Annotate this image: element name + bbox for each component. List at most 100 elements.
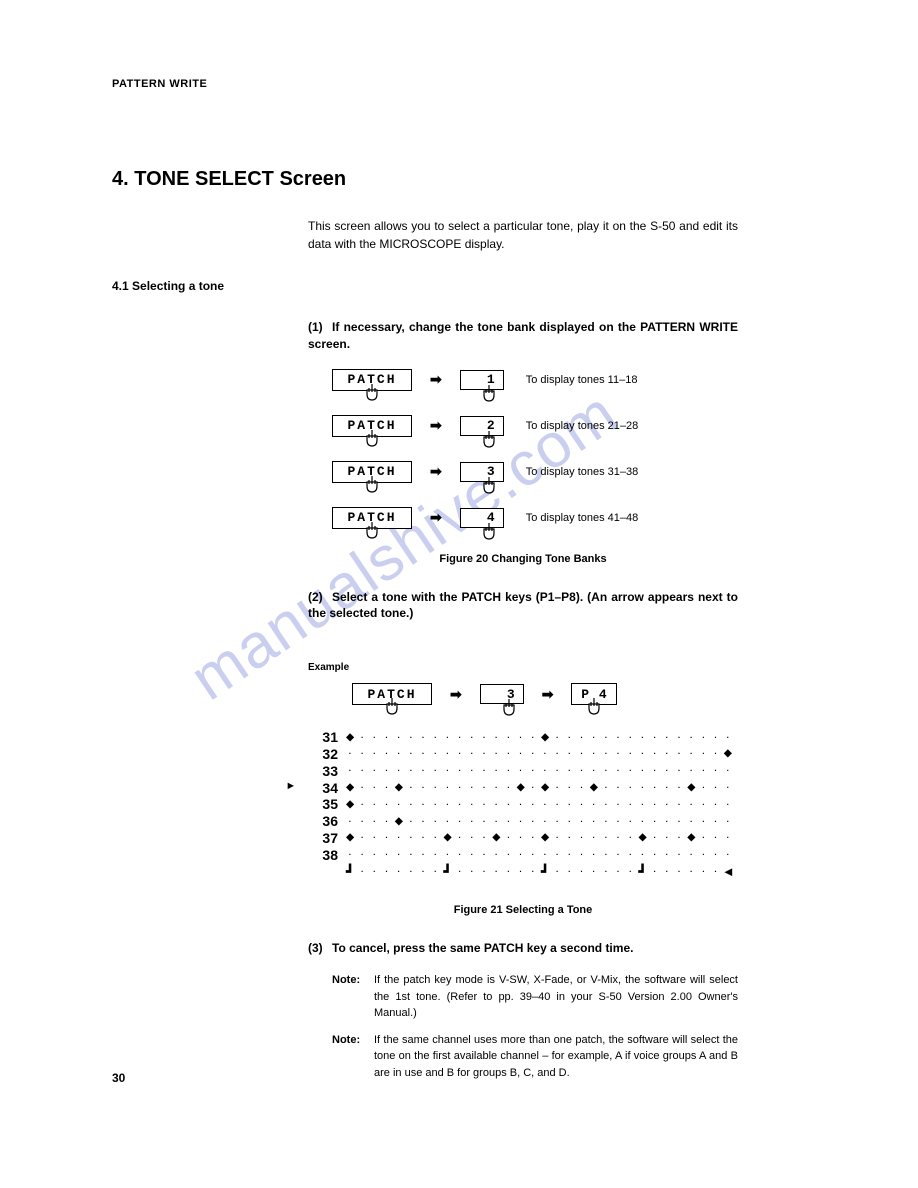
number-key: 2 (460, 416, 504, 436)
note-dot: · (490, 730, 502, 746)
note-dot: · (344, 763, 356, 779)
note-diamond: ◆ (685, 830, 697, 846)
note-dot: · (429, 780, 441, 796)
note-dot: · (710, 797, 722, 813)
note-dot: · (612, 814, 624, 830)
note-dot: · (368, 864, 380, 880)
note-dot: · (405, 847, 417, 863)
intro-paragraph: This screen allows you to select a parti… (308, 217, 738, 253)
note-dot: · (527, 730, 539, 746)
note-dot: · (673, 814, 685, 830)
figure-20-block: PATCH➡1To display tones 11–18PATCH➡2To d… (308, 369, 738, 529)
p4-key: P 4 (571, 683, 617, 705)
note-diamond: ◆ (637, 830, 649, 846)
grid-row-label: 35 (294, 796, 344, 813)
figure-21-caption: Figure 21 Selecting a Tone (308, 904, 738, 916)
note-dot: · (661, 746, 673, 762)
note-dot: · (454, 830, 466, 846)
note-dot: · (563, 780, 575, 796)
arrow-icon: ➡ (430, 417, 442, 434)
grid-cells: ◆···············◆··············· (344, 730, 734, 746)
note-dot: · (405, 763, 417, 779)
note-dot: · (697, 847, 709, 863)
note-dot: · (356, 746, 368, 762)
note-dot: · (442, 763, 454, 779)
note-diamond: ◆ (722, 746, 734, 762)
subsection-title: 4.1 Selecting a tone (112, 279, 828, 293)
note-dot: · (637, 814, 649, 830)
note-dot: · (612, 797, 624, 813)
note-dot: · (527, 763, 539, 779)
note-dot: · (588, 814, 600, 830)
hand-icon (480, 429, 498, 453)
note-dot: · (685, 797, 697, 813)
note-dot: · (697, 864, 709, 880)
note-dot: · (710, 730, 722, 746)
note-dot: · (697, 830, 709, 846)
note-dot: · (454, 730, 466, 746)
grid-row-label: 32 (294, 746, 344, 763)
note-dot: · (478, 864, 490, 880)
note-dot: · (429, 797, 441, 813)
note-dot: · (563, 814, 575, 830)
note-dot: · (527, 746, 539, 762)
note-diamond: ◆ (539, 730, 551, 746)
note-dot: · (417, 814, 429, 830)
note-dot: · (356, 814, 368, 830)
section-title: 4. TONE SELECT Screen (112, 168, 828, 191)
bank-row-label: To display tones 21–28 (526, 420, 639, 432)
grid-cells: ·······························◆ (344, 746, 734, 762)
note-dot: · (600, 830, 612, 846)
note-diamond: ◆ (442, 830, 454, 846)
note-dot: · (624, 864, 636, 880)
note-dot: · (442, 814, 454, 830)
grid-row: 38································ (282, 847, 738, 864)
note-dot: · (442, 730, 454, 746)
page: PATTERN WRITE 4. TONE SELECT Screen This… (0, 0, 918, 1121)
note-dot: · (624, 763, 636, 779)
note-dot: · (624, 730, 636, 746)
grid-row-label: 36 (294, 813, 344, 830)
note-dot: · (624, 830, 636, 846)
note-dot: · (344, 847, 356, 863)
note-dot: · (673, 847, 685, 863)
note-dot: · (393, 847, 405, 863)
note-dot: · (710, 763, 722, 779)
grid-row-label: 34 (294, 780, 344, 797)
note-dot: · (563, 864, 575, 880)
note-dot: · (551, 847, 563, 863)
note-dot: · (576, 797, 588, 813)
note-dot: · (405, 814, 417, 830)
note-dot: · (710, 746, 722, 762)
note-dot: · (576, 847, 588, 863)
note-dot: · (417, 746, 429, 762)
note-1: Note: If the patch key mode is V-SW, X-F… (332, 972, 738, 1022)
note-dot: · (466, 746, 478, 762)
note-dot: · (722, 830, 734, 846)
note-dot: · (429, 763, 441, 779)
note-dot: · (417, 797, 429, 813)
note-dot: · (454, 814, 466, 830)
bank-row-label: To display tones 11–18 (526, 374, 638, 386)
note-diamond: ◆ (539, 830, 551, 846)
note-dot: · (368, 780, 380, 796)
beat-mark: ┛ (539, 864, 551, 880)
note-dot: · (466, 797, 478, 813)
note-dot: · (490, 746, 502, 762)
note-dot: · (697, 780, 709, 796)
step-text: Select a tone with the PATCH keys (P1–P8… (308, 590, 738, 621)
note-dot: · (515, 746, 527, 762)
note-dot: · (600, 847, 612, 863)
note-dot: · (576, 746, 588, 762)
note-dot: · (539, 847, 551, 863)
note-dot: · (405, 797, 417, 813)
note-dot: · (454, 864, 466, 880)
beat-mark: ┛ (344, 864, 356, 880)
bank-row: PATCH➡4To display tones 41–48 (332, 507, 738, 529)
note-dot: · (356, 830, 368, 846)
note-dot: · (637, 730, 649, 746)
note-dot: · (649, 814, 661, 830)
running-header: PATTERN WRITE (112, 78, 828, 90)
note-dot: · (502, 814, 514, 830)
note-dot: · (588, 864, 600, 880)
